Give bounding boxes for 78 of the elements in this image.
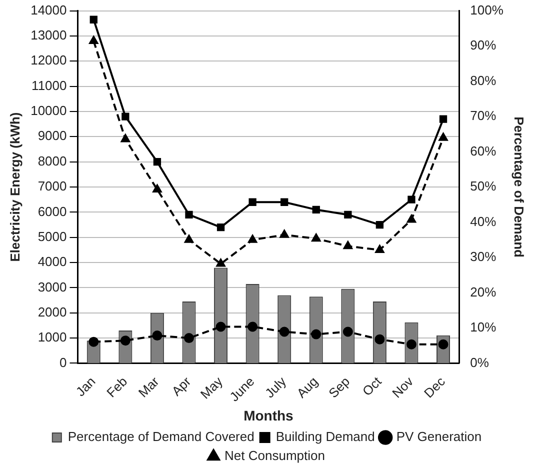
- point: [248, 198, 256, 206]
- point: [375, 244, 384, 253]
- x-tick-label: Apr: [168, 373, 194, 399]
- point: [120, 336, 130, 346]
- y2-tick-label: 0%: [470, 354, 490, 370]
- point: [184, 234, 194, 243]
- y-axis-title: Electricity Energy (kWh): [7, 112, 22, 262]
- y2-tick-label: 40%: [470, 214, 497, 229]
- y-tick-label: 5000: [38, 228, 67, 244]
- y-tick-label: 10000: [30, 103, 67, 118]
- point: [152, 184, 162, 193]
- point: [216, 258, 226, 267]
- x-tick-label: Aug: [294, 374, 321, 401]
- x-tick-label: May: [197, 373, 226, 402]
- y2-tick-label: 30%: [470, 249, 497, 264]
- point: [343, 241, 352, 250]
- point: [153, 158, 162, 166]
- x-tick-label: Jan: [72, 374, 98, 400]
- y-tick-label: 12000: [30, 52, 67, 68]
- point: [185, 210, 193, 219]
- legend-label: Percentage of Demand Covered: [68, 429, 254, 444]
- point: [311, 329, 322, 340]
- legend-label: Net Consumption: [224, 448, 325, 464]
- y2-tick-label: 60%: [470, 143, 497, 158]
- point: [407, 214, 416, 223]
- x-tick-label: Mar: [135, 373, 162, 400]
- point: [216, 223, 225, 232]
- point: [408, 196, 416, 204]
- point: [88, 336, 99, 347]
- point: [279, 326, 290, 337]
- point: [376, 220, 384, 229]
- y2-tick-label: 70%: [470, 108, 497, 124]
- point: [374, 334, 385, 344]
- point: [184, 333, 194, 344]
- x-tick-label: Feb: [104, 374, 130, 400]
- y-tick-label: 1000: [38, 330, 67, 345]
- legend-label: PV Generation: [396, 429, 482, 444]
- y2-tick-label: 90%: [470, 38, 497, 53]
- point: [280, 198, 288, 206]
- point: [216, 322, 226, 332]
- y-tick-label: 13000: [30, 28, 67, 43]
- y-tick-label: 9000: [38, 128, 67, 144]
- y-tick-label: 4000: [38, 254, 67, 270]
- y2-axis-title: Percentage of Demand: [512, 116, 527, 258]
- x-tick-label: Dec: [420, 373, 448, 401]
- x-axis-title: Months: [244, 407, 294, 424]
- y-tick-label: 0: [60, 354, 67, 370]
- y2-tick-label: 20%: [470, 284, 497, 300]
- y-tick-label: 8000: [38, 153, 67, 168]
- legend-label: Building Demand: [276, 429, 375, 444]
- point: [342, 326, 353, 337]
- point: [89, 36, 98, 44]
- x-tick-label: July: [262, 373, 290, 401]
- y-tick-label: 6000: [38, 204, 67, 219]
- point: [438, 132, 448, 141]
- y2-tick-label: 80%: [470, 72, 497, 88]
- y2-tick-label: 50%: [470, 178, 497, 194]
- point: [90, 16, 98, 24]
- y-tick-label: 2000: [38, 304, 67, 320]
- point: [122, 112, 130, 120]
- x-tick-label: Sep: [326, 374, 353, 401]
- point: [312, 234, 321, 242]
- y2-tick-label: 100%: [470, 2, 504, 18]
- point: [248, 322, 258, 332]
- point: [439, 115, 448, 123]
- y-tick-label: 11000: [32, 78, 67, 93]
- x-tick-label: Nov: [389, 373, 416, 401]
- point: [152, 330, 162, 341]
- y-tick-label: 7000: [38, 178, 67, 194]
- point: [120, 134, 130, 142]
- y2-tick-label: 10%: [470, 320, 497, 335]
- y-tick-label: 14000: [30, 2, 67, 18]
- y-tick-label: 3000: [38, 279, 67, 294]
- point: [312, 206, 320, 214]
- point: [248, 234, 258, 243]
- point: [280, 230, 289, 238]
- point: [344, 210, 352, 219]
- x-tick-label: Oct: [359, 374, 385, 399]
